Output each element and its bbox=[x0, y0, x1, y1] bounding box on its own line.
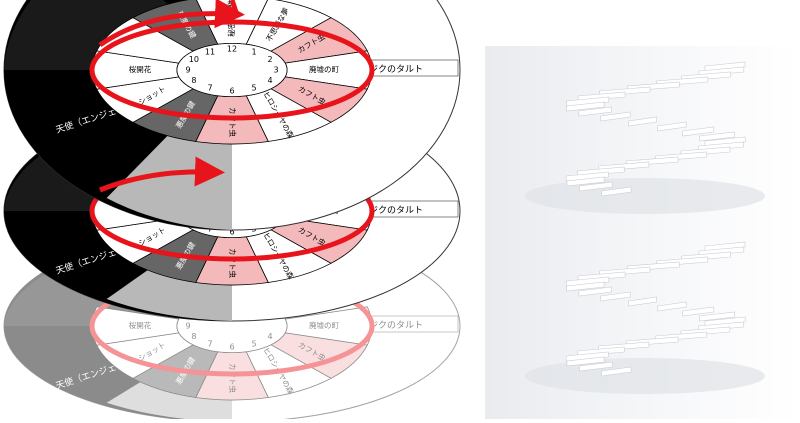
cycle-arrow bbox=[99, 156, 225, 193]
ring-label: 桜開花 bbox=[129, 64, 152, 74]
clock-number: 4 bbox=[268, 332, 273, 341]
floor-shadow bbox=[525, 178, 765, 214]
stair-step bbox=[628, 296, 657, 307]
outer-label-right: イチジクのタルト bbox=[351, 205, 423, 216]
stair-step bbox=[566, 101, 605, 112]
clock-number: 11 bbox=[205, 47, 215, 56]
stair-step bbox=[578, 286, 612, 297]
outer-label-right: イチジクのタルト bbox=[351, 320, 423, 331]
ring-segment-8 bbox=[96, 332, 194, 379]
stair-step bbox=[657, 121, 687, 132]
clock-number: 12 bbox=[227, 45, 237, 54]
stair-step bbox=[566, 276, 610, 287]
clock-number: 7 bbox=[207, 84, 212, 93]
floor-shadow bbox=[525, 358, 765, 394]
clock-number: 8 bbox=[191, 332, 196, 341]
stair-step bbox=[600, 111, 631, 122]
clock-number: 6 bbox=[229, 87, 234, 96]
stair-step bbox=[601, 366, 632, 377]
stair-step bbox=[566, 356, 605, 367]
stair-step bbox=[628, 116, 657, 127]
clock-number: 6 bbox=[229, 343, 234, 352]
stair-step bbox=[601, 186, 632, 197]
staircase-image-panel bbox=[485, 46, 800, 419]
stair-step bbox=[704, 241, 746, 252]
stair-step bbox=[682, 306, 715, 317]
arrow-up-icon bbox=[229, 0, 239, 13]
ring-segment-9 bbox=[91, 306, 180, 346]
stair-step bbox=[704, 136, 746, 147]
ring-segment-3 bbox=[284, 306, 373, 346]
clock-number: 5 bbox=[251, 84, 256, 93]
ring-segment-5 bbox=[245, 344, 332, 398]
stair-step bbox=[579, 361, 613, 372]
ring-segment-4 bbox=[270, 332, 368, 379]
stair-step bbox=[579, 181, 613, 192]
clock-number: 5 bbox=[251, 340, 256, 349]
stair-step bbox=[699, 311, 735, 322]
ring-label: カフト虫 bbox=[228, 363, 238, 393]
stair-step bbox=[566, 96, 610, 107]
clock-number: 6 bbox=[229, 228, 234, 237]
ring-label: カフト虫 bbox=[228, 248, 238, 278]
clock-number: 7 bbox=[207, 340, 212, 349]
stair-step bbox=[682, 126, 715, 137]
ring-label: 廃墟の町 bbox=[309, 64, 339, 74]
ring-label: 廃墟の町 bbox=[309, 320, 339, 330]
clock-number: 4 bbox=[268, 76, 273, 85]
stair-step bbox=[699, 131, 735, 142]
clock-number: 1 bbox=[251, 47, 256, 56]
outer-label-right: イチジクのタルト bbox=[351, 64, 423, 75]
stair-step bbox=[578, 106, 612, 117]
outer-label-box bbox=[289, 315, 459, 333]
clock-hub bbox=[176, 43, 288, 98]
clock-number: 8 bbox=[191, 76, 196, 85]
stair-step bbox=[704, 61, 746, 72]
stair-step bbox=[566, 281, 605, 292]
stair-step bbox=[565, 171, 609, 182]
clock-number: 3 bbox=[273, 66, 278, 75]
stair-step bbox=[565, 351, 609, 362]
stair-step bbox=[704, 316, 746, 327]
clock-number: 10 bbox=[189, 55, 199, 64]
clock-number: 2 bbox=[268, 55, 273, 64]
stair-step bbox=[600, 291, 631, 302]
clock-number: 9 bbox=[185, 66, 190, 75]
grey-wedge bbox=[106, 326, 232, 419]
stair-step bbox=[657, 301, 687, 312]
ring-segment-6 bbox=[195, 351, 269, 401]
cycle-arrow bbox=[98, 0, 245, 48]
stair-step bbox=[566, 176, 605, 187]
ring-label: 桜開花 bbox=[129, 320, 152, 330]
clock-number: 9 bbox=[185, 322, 190, 331]
ring-label: カフト虫 bbox=[228, 107, 238, 137]
ring-segment-7 bbox=[132, 344, 219, 398]
